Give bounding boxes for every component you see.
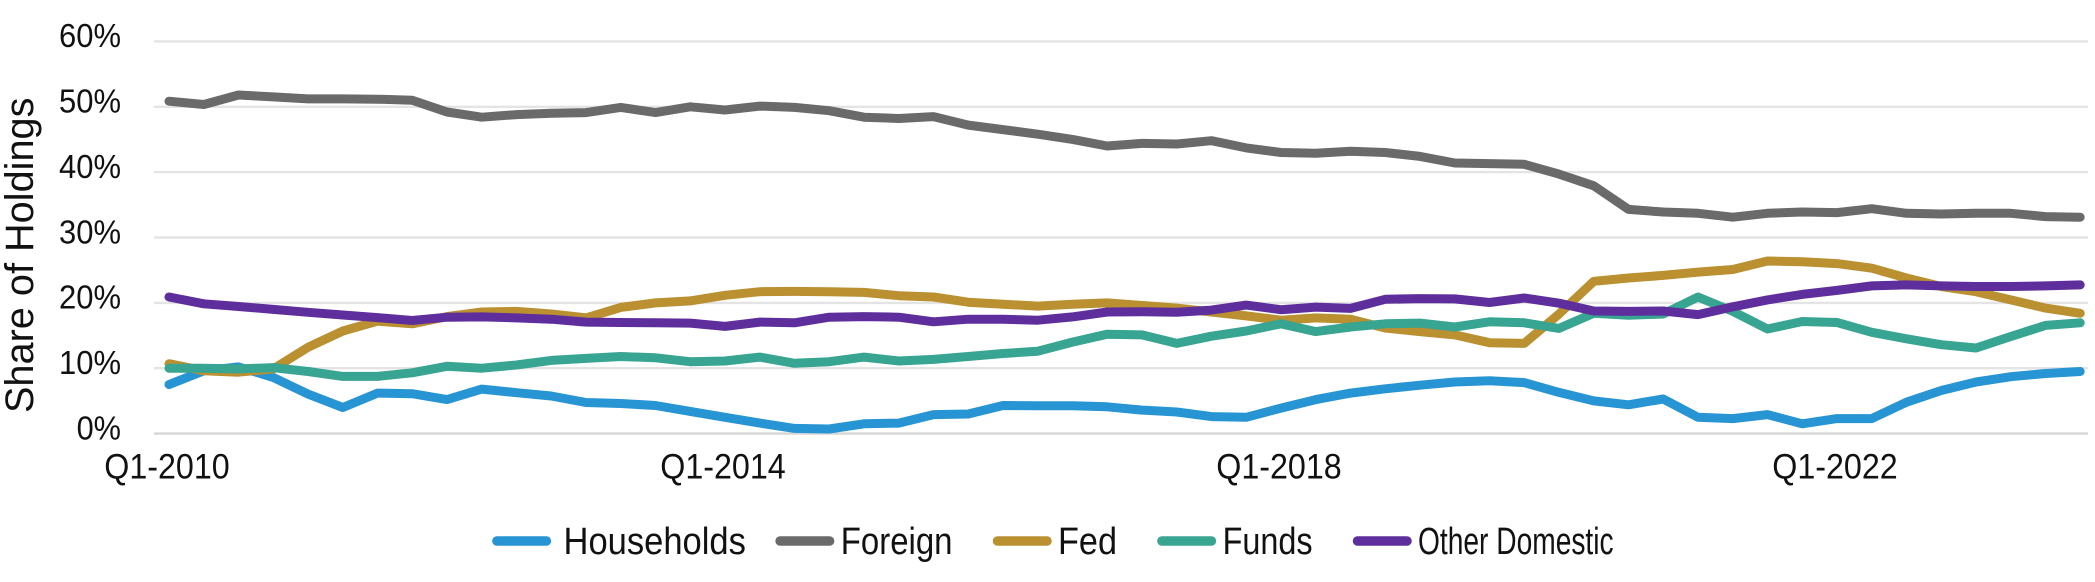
svg-text:Q1-2022: Q1-2022	[1772, 448, 1898, 487]
svg-text:Q1-2018: Q1-2018	[1216, 448, 1342, 487]
svg-text:Q1-2014: Q1-2014	[660, 448, 786, 487]
svg-text:50%: 50%	[59, 83, 121, 120]
svg-text:30%: 30%	[59, 213, 121, 250]
svg-text:40%: 40%	[59, 148, 121, 185]
svg-text:20%: 20%	[59, 279, 121, 316]
svg-text:Other Domestic: Other Domestic	[1418, 521, 1614, 563]
svg-text:Share of Holdings: Share of Holdings	[0, 98, 42, 414]
svg-text:Households: Households	[564, 521, 746, 563]
svg-text:10%: 10%	[59, 344, 121, 381]
svg-text:Foreign: Foreign	[841, 521, 953, 563]
svg-text:Q1-2010: Q1-2010	[104, 448, 230, 487]
svg-text:0%: 0%	[77, 409, 121, 446]
svg-text:Funds: Funds	[1223, 521, 1313, 563]
svg-text:Fed: Fed	[1058, 521, 1117, 563]
svg-text:60%: 60%	[59, 17, 121, 54]
